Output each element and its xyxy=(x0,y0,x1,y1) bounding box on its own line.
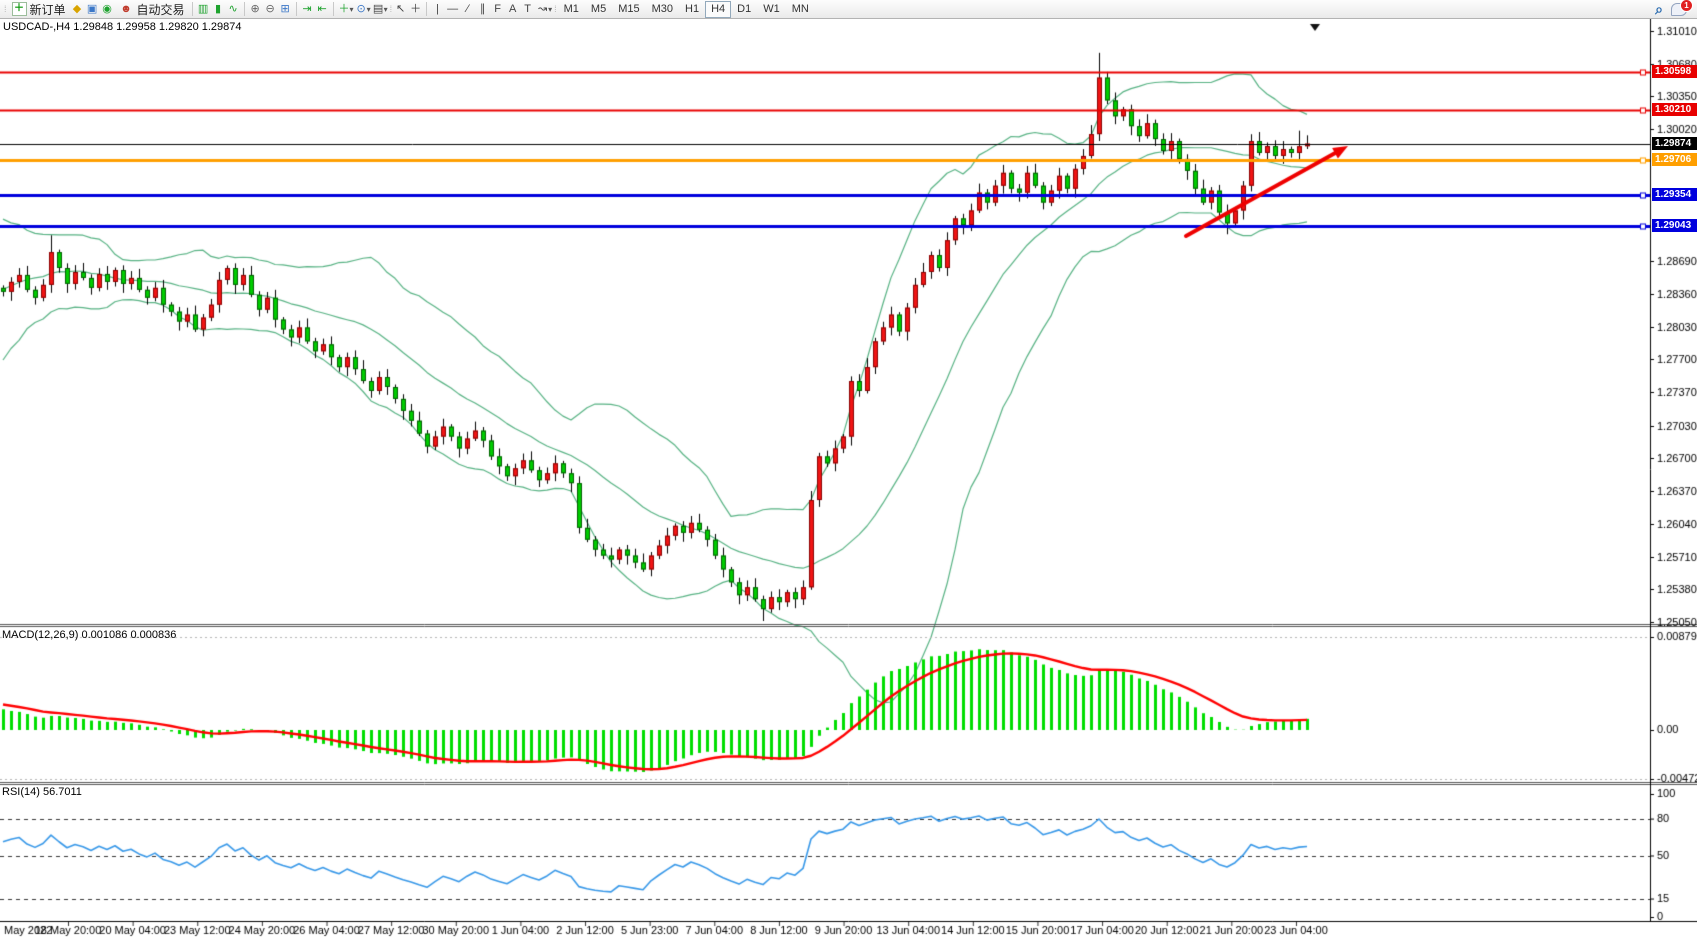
rsi-name: RSI(14) xyxy=(2,786,40,798)
timeframe-w1[interactable]: W1 xyxy=(763,2,780,15)
periods-caret-icon[interactable]: ▾ xyxy=(366,4,371,14)
autotrade-icon: ☻ xyxy=(120,2,132,15)
horizontal-line-icon[interactable]: — xyxy=(447,2,459,15)
zoom-out-icon[interactable]: ⊖ xyxy=(265,2,275,15)
line-chart-icon[interactable]: ∿ xyxy=(228,2,238,15)
toolbar-grip[interactable]: ⁞ xyxy=(554,4,556,14)
tile-windows-icon[interactable]: ⊞ xyxy=(280,2,290,15)
chart-title: USDCAD-,H4 1.29848 1.29958 1.29820 1.298… xyxy=(3,21,242,33)
arrows-caret-icon[interactable]: ▾ xyxy=(548,4,553,14)
macd-signal-value: 0.000836 xyxy=(130,629,177,641)
signal-icon[interactable]: ◉ xyxy=(102,2,112,15)
templates-icon[interactable]: ▤ xyxy=(372,2,384,15)
bar-chart-icon[interactable]: ▥ xyxy=(197,2,209,15)
timeframe-m5[interactable]: M5 xyxy=(590,2,607,15)
ohlc-values: 1.29848 1.29958 1.29820 1.29874 xyxy=(73,21,242,33)
notification-badge: 1 xyxy=(1680,0,1693,12)
price-badge-support: 1.29354 xyxy=(1652,188,1697,201)
text-icon[interactable]: A xyxy=(508,2,517,15)
new-order-label: 新订单 xyxy=(29,2,66,17)
rsi-value: 56.7011 xyxy=(42,786,82,798)
autotrade-label: 自动交易 xyxy=(136,2,185,17)
timeframe-h4[interactable]: H4 xyxy=(705,0,732,18)
timeframe-mn[interactable]: MN xyxy=(791,2,809,15)
toolbar-grip[interactable]: ⁞ xyxy=(4,4,6,14)
timeframe-m1[interactable]: M1 xyxy=(563,2,579,15)
price-badge-pivot: 1.29706 xyxy=(1652,153,1697,166)
new-order-icon: ＋ xyxy=(11,2,27,16)
community-icon[interactable]: ▣ xyxy=(86,2,98,15)
toolbar-separator xyxy=(426,2,428,16)
toolbar-separator xyxy=(243,2,245,16)
price-badge-current-price: 1.29874 xyxy=(1652,137,1697,150)
autoscroll-icon[interactable]: ⇥ xyxy=(302,2,312,15)
new-order-button[interactable]: ＋ 新订单 xyxy=(8,1,70,17)
autotrade-button[interactable]: ☻ 自动交易 xyxy=(115,1,189,17)
price-badge-resistance: 1.30598 xyxy=(1652,65,1697,78)
periods-icon[interactable]: ⊙ xyxy=(356,2,366,15)
timeframe-m30[interactable]: M30 xyxy=(651,2,674,15)
indicators-icon[interactable]: ＋ xyxy=(338,2,350,15)
macd-indicator-label: MACD(12,26,9) 0.001086 0.000836 xyxy=(2,629,176,641)
text-label-icon[interactable]: T xyxy=(524,2,531,15)
timeframe-d1[interactable]: D1 xyxy=(737,2,752,15)
macd-main-value: 0.001086 xyxy=(81,629,128,641)
arrows-tool-icon[interactable]: ↝ xyxy=(538,2,548,15)
price-badge-resistance: 1.30210 xyxy=(1652,103,1697,116)
market-watch-icon[interactable]: ◆ xyxy=(72,2,82,15)
candlestick-chart-icon[interactable]: ▮ xyxy=(215,2,222,15)
zoom-in-icon[interactable]: ⊕ xyxy=(250,2,260,15)
notification-icon[interactable]: 1 xyxy=(1671,0,1693,16)
timeframe-h1[interactable]: H1 xyxy=(685,2,700,15)
toolbar: ⁞ ＋ 新订单 ◆ ▣ ◉ ☻ 自动交易 ▥ ▮ ∿ ⊕ ⊖ ⊞ ⇥ ⇤ ＋ ▾… xyxy=(0,0,1697,19)
templates-caret-icon[interactable]: ▾ xyxy=(383,4,388,14)
rsi-indicator-label: RSI(14) 56.7011 xyxy=(2,786,82,798)
toolbar-grip[interactable]: ⁞ xyxy=(389,4,392,14)
toolbar-separator xyxy=(191,2,193,16)
fibonacci-icon[interactable]: F xyxy=(494,2,501,15)
vertical-line-icon[interactable]: | xyxy=(436,2,440,15)
cursor-icon[interactable]: ↖ xyxy=(396,2,406,15)
toolbar-separator xyxy=(332,2,334,16)
symbol-period-label: USDCAD-,H4 xyxy=(3,21,71,33)
chart-shift-icon[interactable]: ⇤ xyxy=(317,2,327,15)
price-badge-support: 1.29043 xyxy=(1652,219,1697,232)
indicators-caret-icon[interactable]: ▾ xyxy=(349,4,354,14)
search-icon[interactable]: ⌕ xyxy=(1655,0,1663,17)
macd-name: MACD(12,26,9) xyxy=(2,629,79,641)
trendline-icon[interactable]: ∕ xyxy=(466,2,469,15)
timeframe-m15[interactable]: M15 xyxy=(618,2,640,15)
equidistant-channel-icon[interactable]: ∥ xyxy=(479,2,486,15)
crosshair-icon[interactable]: ＋ xyxy=(410,2,422,15)
toolbar-separator xyxy=(295,2,297,16)
